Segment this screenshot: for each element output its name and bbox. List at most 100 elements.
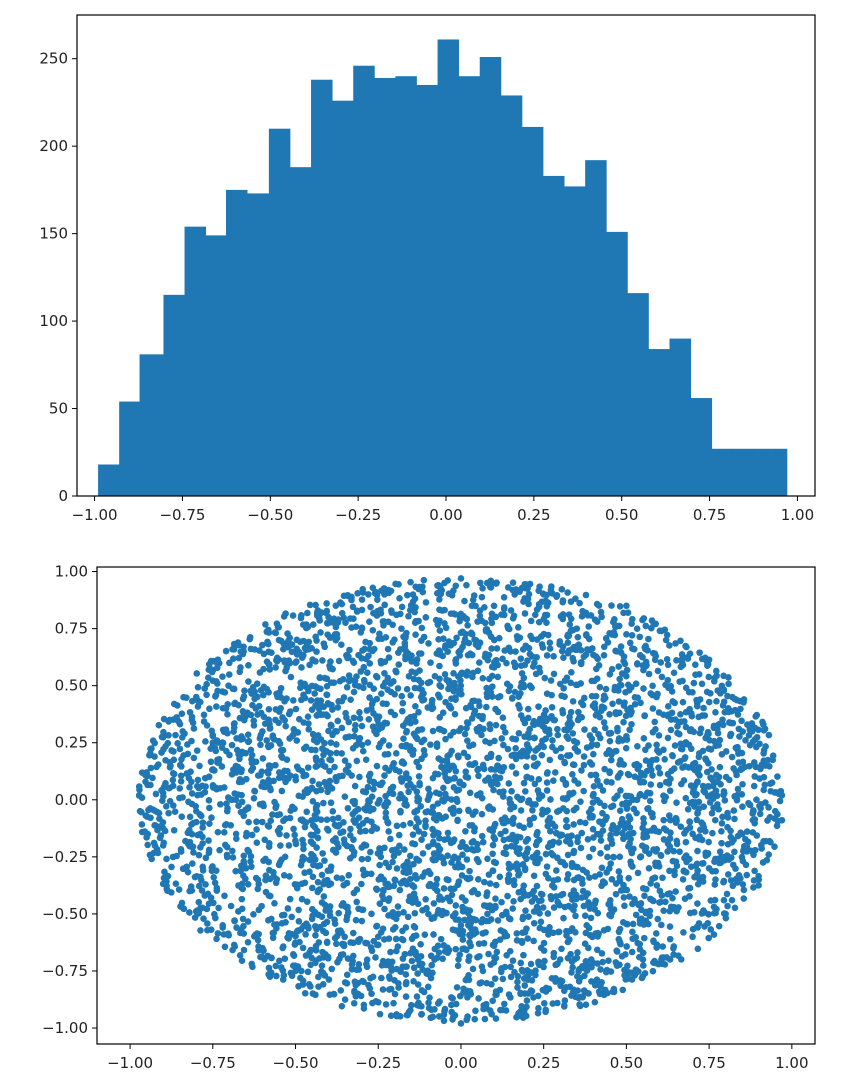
- scatter-point: [490, 636, 498, 644]
- scatter-point: [420, 988, 428, 996]
- scatter-point: [309, 884, 316, 892]
- scatter-point: [450, 670, 457, 677]
- scatter-point: [188, 737, 195, 745]
- scatter-point: [564, 639, 572, 647]
- scatter-point: [510, 814, 517, 822]
- scatter-point: [317, 736, 325, 743]
- scatter-point: [240, 693, 248, 700]
- scatter-point: [600, 643, 608, 651]
- scatter-point: [557, 891, 565, 899]
- scatter-point: [512, 661, 519, 669]
- scatter-point: [452, 1000, 460, 1008]
- scatter-point: [162, 803, 170, 810]
- scatter-point: [373, 713, 380, 720]
- scatter-point: [556, 680, 564, 688]
- scatter-point: [734, 785, 742, 793]
- scatter-point: [367, 870, 375, 878]
- scatter-point: [210, 874, 218, 881]
- scatter-point: [449, 912, 457, 920]
- scatter-point: [395, 661, 403, 668]
- histogram-bar: [374, 77, 396, 496]
- scatter-point: [457, 575, 465, 582]
- scatter-point: [614, 727, 621, 735]
- scatter-point: [351, 797, 358, 805]
- scatter-point: [343, 683, 351, 691]
- scatter-point: [413, 660, 420, 667]
- scatter-point: [408, 658, 415, 665]
- scatter-point: [435, 691, 442, 699]
- scatter-point: [229, 854, 237, 861]
- scatter-point: [536, 909, 543, 917]
- scatter-point: [344, 804, 352, 812]
- scatter-point: [511, 591, 519, 598]
- scatter-point: [705, 745, 713, 752]
- scatter-point: [463, 615, 471, 623]
- scatter-point: [622, 744, 630, 752]
- scatter-point: [569, 730, 577, 737]
- scatter-point: [628, 620, 635, 628]
- scatter-point: [634, 742, 641, 750]
- scatter-point: [582, 1001, 590, 1008]
- scatter-point: [231, 917, 238, 925]
- scatter-point: [238, 905, 246, 913]
- scatter-point: [658, 921, 665, 929]
- scatter-point: [346, 855, 354, 862]
- scatter-point: [229, 685, 237, 693]
- scatter-point: [381, 936, 388, 943]
- scatter-point: [186, 813, 194, 821]
- scatter-point: [400, 868, 407, 876]
- scatter-point: [361, 805, 368, 813]
- scatter-point: [616, 925, 624, 933]
- scatter-point: [488, 615, 495, 623]
- scatter-point: [586, 646, 593, 654]
- scatter-point: [305, 645, 312, 653]
- scatter-point: [542, 1006, 550, 1014]
- scatter-point: [475, 772, 482, 780]
- scatter-point: [664, 703, 672, 710]
- scatter-point: [490, 786, 497, 794]
- scatter-point: [309, 621, 317, 628]
- scatter-point: [518, 937, 526, 945]
- scatter-point: [636, 946, 644, 953]
- scatter-point: [574, 633, 582, 641]
- scatter-point: [469, 673, 476, 681]
- scatter-point: [196, 810, 204, 818]
- histogram-bar: [627, 293, 649, 496]
- scatter-point: [387, 948, 394, 956]
- scatter-point: [392, 580, 399, 588]
- scatter-point: [624, 609, 632, 616]
- scatter-point: [542, 727, 549, 735]
- scatter-point: [364, 783, 372, 791]
- scatter-point: [151, 822, 158, 829]
- scatter-point: [547, 892, 555, 900]
- scatter-point: [694, 867, 701, 874]
- scatter-point: [466, 988, 474, 995]
- scatter-point: [534, 1009, 542, 1017]
- scatter-point: [645, 864, 653, 872]
- scatter-point: [414, 981, 422, 988]
- scatter-point: [385, 895, 393, 902]
- scatter-point: [523, 1003, 530, 1011]
- scatter-point: [640, 615, 648, 622]
- scatter-point: [376, 630, 383, 638]
- scatter-point: [629, 645, 636, 652]
- scatter-point: [506, 947, 514, 955]
- scatter-point: [359, 788, 367, 795]
- scatter-point: [620, 886, 627, 894]
- scatter-point: [607, 860, 614, 867]
- scatter-point: [691, 873, 698, 881]
- scatter-point: [491, 954, 498, 961]
- scatter-point: [692, 661, 699, 668]
- scatter-point: [737, 705, 744, 713]
- scatter-point: [716, 848, 724, 856]
- scatter-point: [508, 763, 516, 770]
- scatter-point: [312, 942, 320, 950]
- scatter-point: [500, 836, 508, 844]
- scatter-point: [511, 968, 518, 976]
- scatter-point: [149, 737, 157, 744]
- scatter-point: [549, 743, 556, 751]
- scatter-point: [312, 763, 320, 771]
- scatter-point: [347, 939, 354, 946]
- scatter-point: [270, 868, 277, 876]
- scatter-point: [436, 835, 443, 842]
